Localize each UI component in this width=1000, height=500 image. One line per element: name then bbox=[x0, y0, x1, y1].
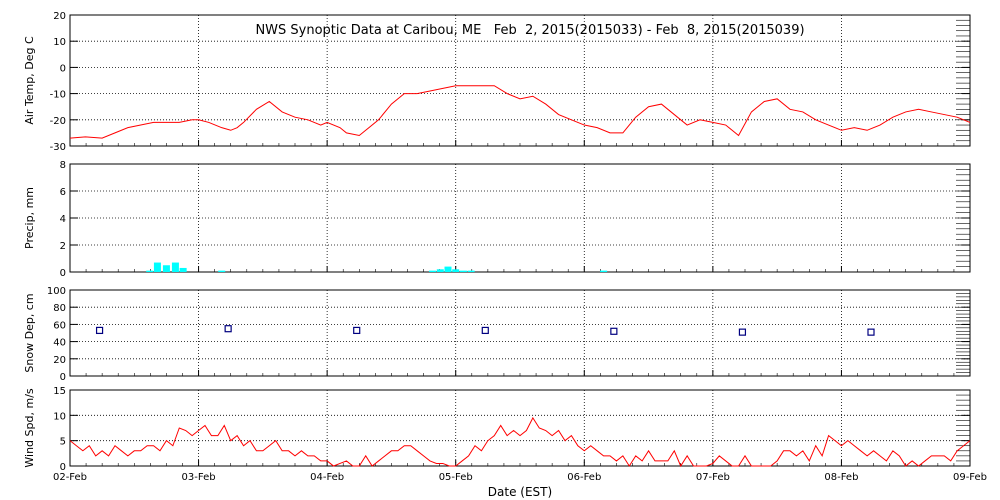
y-tick-label: 4 bbox=[60, 214, 66, 225]
x-tick-label: 05-Feb bbox=[439, 472, 473, 483]
precip-bar bbox=[600, 270, 608, 272]
snow-depth-frame bbox=[69, 289, 971, 377]
precip-bar bbox=[146, 270, 154, 272]
precip-y-label: Precip, mm bbox=[23, 187, 36, 249]
snow-depth-point bbox=[481, 326, 489, 335]
wind-speed-panel: 15 10 5 0 Wind Spd, m/s bbox=[23, 386, 971, 473]
y-tick-label: 0 bbox=[60, 462, 66, 473]
snow-depth-point bbox=[224, 325, 232, 333]
snow-depth-panel: 100 80 60 40 20 0 Snow Dep, cm bbox=[23, 286, 971, 383]
x-tick-label: 03-Feb bbox=[182, 472, 216, 483]
y-tick-label: 8 bbox=[60, 160, 66, 171]
y-tick-label: 10 bbox=[53, 37, 66, 48]
precip-bar bbox=[218, 270, 226, 272]
snow-depth-point bbox=[738, 328, 747, 336]
y-tick-label: 6 bbox=[60, 187, 66, 198]
x-tick-label: 02-Feb bbox=[53, 472, 87, 483]
y-tick-label: 20 bbox=[53, 11, 66, 22]
precip-bar bbox=[467, 270, 475, 272]
y-tick-label: -10 bbox=[50, 90, 66, 101]
y-tick-label: 100 bbox=[47, 286, 66, 297]
precip-bar bbox=[444, 266, 452, 272]
y-tick-label: 20 bbox=[53, 355, 66, 366]
y-tick-label: 0 bbox=[60, 372, 66, 383]
x-tick-label: 09-Feb bbox=[953, 472, 987, 483]
y-tick-label: -20 bbox=[50, 116, 66, 127]
precip-bar bbox=[162, 265, 170, 272]
y-tick-label: 0 bbox=[60, 63, 66, 74]
y-tick-label: 2 bbox=[60, 241, 66, 252]
y-tick-label: -30 bbox=[50, 142, 66, 153]
y-tick-label: 0 bbox=[60, 268, 66, 279]
x-tick-label: 07-Feb bbox=[696, 472, 730, 483]
y-tick-label: 40 bbox=[53, 338, 66, 349]
y-tick-label: 15 bbox=[53, 386, 66, 397]
precip-panel: 8 6 4 2 0 Precip, mm bbox=[23, 160, 971, 279]
y-tick-label: 10 bbox=[53, 411, 66, 422]
y-tick-label: 60 bbox=[53, 320, 66, 331]
x-tick-label: 08-Feb bbox=[824, 472, 858, 483]
precip-bar bbox=[171, 262, 179, 272]
precip-bar bbox=[153, 262, 161, 272]
wind-speed-y-label: Wind Spd, m/s bbox=[23, 388, 36, 468]
x-tick-label: 06-Feb bbox=[567, 472, 601, 483]
y-tick-label: 80 bbox=[53, 303, 66, 314]
wind-speed-frame bbox=[69, 389, 971, 467]
precip-bar bbox=[179, 267, 187, 272]
snow-depth-point bbox=[867, 328, 875, 336]
temperature-frame bbox=[69, 14, 971, 147]
precip-bar bbox=[429, 270, 437, 272]
y-tick-label: 5 bbox=[60, 437, 66, 448]
temperature-y-label: Air Temp, Deg C bbox=[23, 36, 36, 125]
precip-frame bbox=[69, 163, 971, 273]
temperature-series-line bbox=[69, 85, 971, 139]
precip-bar bbox=[452, 269, 460, 272]
precip-bar bbox=[436, 269, 444, 272]
x-tick-label: 04-Feb bbox=[310, 472, 344, 483]
wind-speed-series-line bbox=[69, 416, 971, 468]
chart-title: NWS Synoptic Data at Caribou, ME Feb 2, … bbox=[255, 23, 804, 38]
snow-depth-point bbox=[95, 326, 104, 335]
snow-depth-y-label: Snow Dep, cm bbox=[23, 293, 36, 372]
snow-depth-point bbox=[610, 327, 618, 335]
temperature-panel: 20 10 0 -10 -20 -30 Air Temp, Deg C bbox=[23, 11, 971, 153]
x-axis-label: Date (EST) bbox=[488, 485, 552, 499]
precip-bar bbox=[459, 270, 467, 272]
snow-depth-point bbox=[353, 326, 361, 335]
